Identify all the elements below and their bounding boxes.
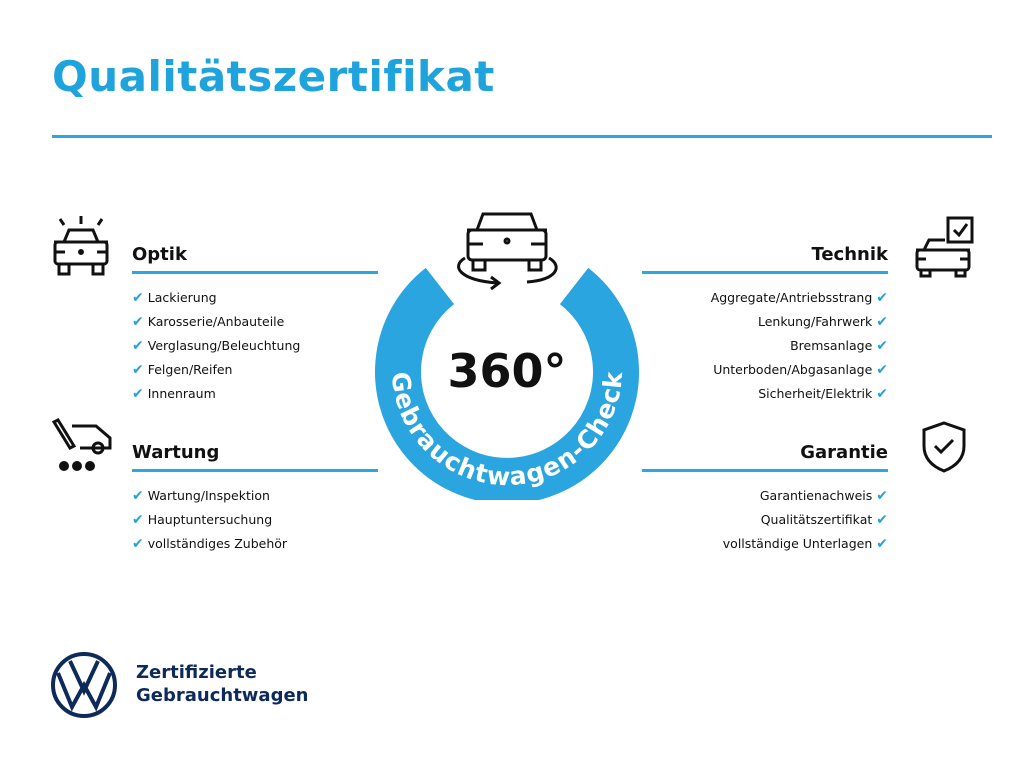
list-item: Garantienachweis ✔: [759, 488, 888, 504]
list-item: ✔ Karosserie/Anbauteile: [132, 314, 285, 330]
list-item: ✔ Wartung/Inspektion: [132, 488, 270, 504]
check-icon: ✔: [132, 536, 144, 552]
section-optik: Optik ✔ Lackierung ✔ Karosserie/Anbauteile…: [132, 242, 378, 406]
list-item: ✔ vollständiges Zubehör: [132, 536, 288, 552]
shield-check-icon: [922, 421, 966, 473]
list-item: Aggregate/Antriebsstrang ✔: [710, 290, 888, 306]
title-divider: [52, 135, 992, 138]
section-garantie: Garantie Garantienachweis ✔ Qualitätszert…: [642, 440, 888, 556]
degrees-label: 360°: [447, 344, 566, 398]
section-divider: [642, 469, 888, 472]
list-item: Bremsanlage ✔: [790, 338, 888, 354]
car-checklist-icon: [915, 216, 974, 278]
section-divider: [132, 271, 378, 274]
section-divider: [642, 271, 888, 274]
list-item: Qualitätszertifikat ✔: [760, 512, 888, 528]
check-icon: ✔: [132, 314, 144, 330]
list-item: Lenkung/Fahrwerk ✔: [758, 314, 888, 330]
page-title: Qualitätszertifikat: [52, 52, 495, 101]
section-heading: Technik: [811, 244, 888, 265]
section-heading: Garantie: [800, 442, 888, 463]
section-technik: Technik Aggregate/Antriebsstrang ✔ Lenkun…: [642, 242, 888, 406]
check-icon: ✔: [876, 386, 888, 402]
section-heading: Wartung: [132, 442, 220, 463]
check-icon: ✔: [876, 290, 888, 306]
list-item: ✔ Hauptuntersuchung: [132, 512, 273, 528]
check-icon: ✔: [876, 362, 888, 378]
section-wartung: Wartung ✔ Wartung/Inspektion ✔ Hauptunters…: [132, 440, 378, 556]
360-check-badge: 360° Gebrauchtwagen-Check: [375, 212, 639, 500]
list-item: Unterboden/Abgasanlage ✔: [713, 362, 888, 378]
car-rotate-icon: [457, 212, 558, 291]
check-icon: ✔: [876, 536, 888, 552]
check-icon: ✔: [876, 512, 888, 528]
check-icon: ✔: [876, 338, 888, 354]
check-icon: ✔: [132, 512, 144, 528]
check-icon: ✔: [132, 290, 144, 306]
list-item: ✔ Verglasung/Beleuchtung: [132, 338, 301, 354]
check-icon: ✔: [132, 362, 144, 378]
list-item: Sicherheit/Elektrik ✔: [758, 386, 888, 402]
vw-logo: [51, 652, 117, 718]
section-divider: [132, 469, 378, 472]
brand-text: Zertifizierte Gebrauchtwagen: [136, 662, 309, 706]
list-item: ✔ Felgen/Reifen: [132, 362, 233, 378]
list-item: ✔ Innenraum: [132, 386, 216, 402]
check-icon: ✔: [132, 488, 144, 504]
list-item: vollständige Unterlagen ✔: [722, 536, 888, 552]
check-icon: ✔: [876, 314, 888, 330]
check-icon: ✔: [876, 488, 888, 504]
section-heading: Optik: [132, 244, 187, 265]
check-icon: ✔: [132, 338, 144, 354]
car-lights-icon: [53, 216, 109, 276]
check-icon: ✔: [132, 386, 144, 402]
ring-arc: [375, 267, 639, 500]
list-item: ✔ Lackierung: [132, 290, 217, 306]
service-van-icon: [51, 418, 112, 471]
